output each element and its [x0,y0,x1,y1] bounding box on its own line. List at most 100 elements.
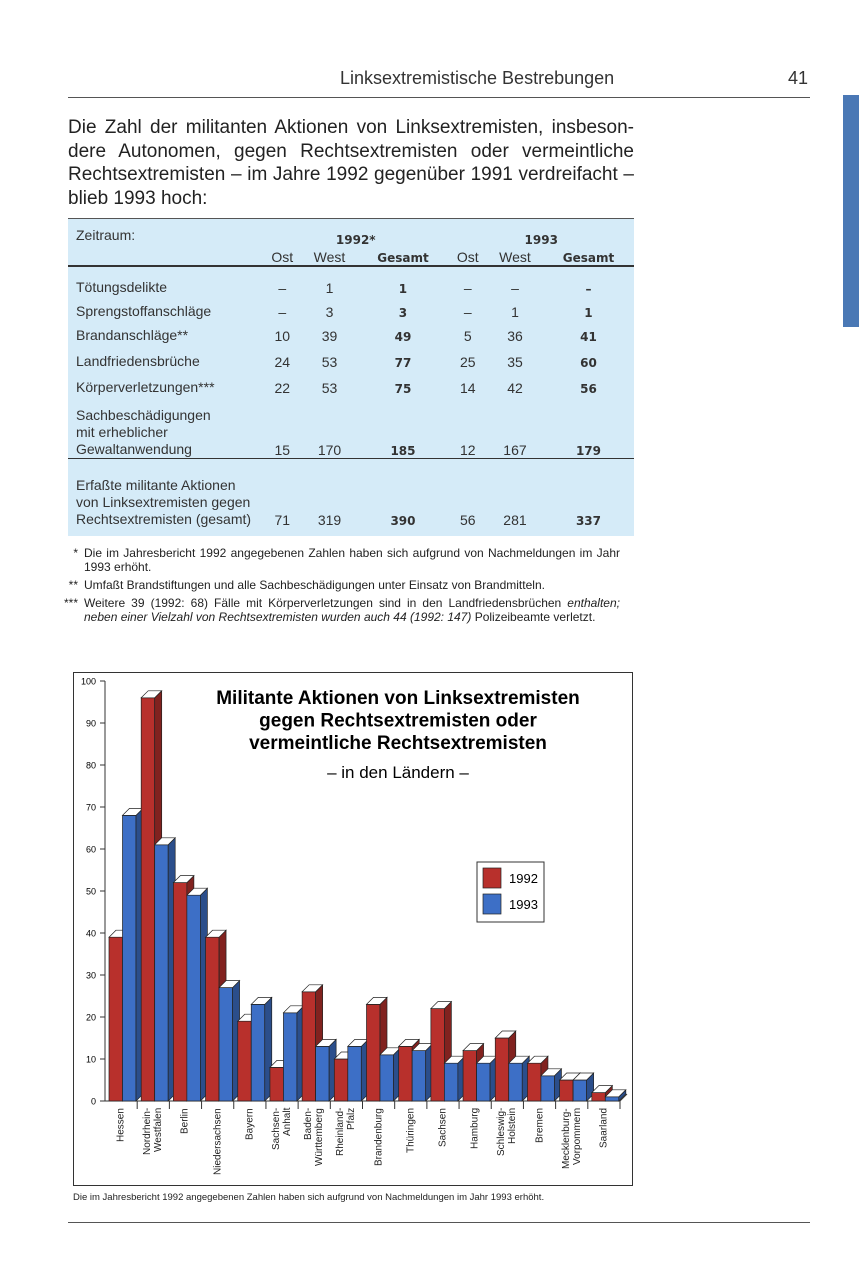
bar [476,1062,491,1102]
row-label: Landfriedensbrüche [76,353,200,369]
row-label: Sprengstoffanschläge [76,303,212,319]
bar-top [462,1043,485,1051]
footnote-text: Umfaßt Brandstiftungen und alle Sachbesc… [84,578,545,592]
bar [494,1037,510,1102]
cell: 179 [575,443,601,458]
y-tick-label: 80 [86,761,96,771]
caption: Die im Jahresbericht 1992 angegebenen Za… [73,1192,545,1203]
footnote-text: Die im Jahresbericht 1992 angegebenen Za… [84,546,620,574]
bar-top [526,1055,549,1064]
cell: 390 [390,514,416,528]
y-tick-label: 50 [86,887,96,897]
cell: 3 [398,306,408,320]
column-header: Ost [456,249,479,265]
cell: 60 [580,356,597,370]
cell: 1 [325,280,334,296]
bar [186,894,201,1102]
bar-top [590,1085,614,1093]
x-tick-label: Rheinland- Pfalz [335,1108,358,1157]
column-header: Gesamt [377,251,429,265]
cell: 337 [575,514,601,528]
bar [559,1079,574,1102]
page-number: 41 [788,68,809,88]
row-label: Tötungsdelikte [76,279,168,295]
footnote-part: Die im Jahresbericht 1992 angegebenen Za… [84,546,620,574]
footnote: ** Umfaßt Brandstiftungen und alle Sachbe… [50,578,620,592]
y-tick-label: 100 [81,677,96,687]
header-rule [68,97,810,98]
x-tick-label: Hamburg [469,1108,481,1150]
group-header: 1992* [335,233,376,247]
x-tick-label: Saarland [598,1108,610,1149]
column-header: West [313,249,346,265]
bar [205,936,220,1102]
cell: 56 [459,512,476,528]
table-row: Landfriedensbrüche 24 53 77 25 35 60 [68,344,634,370]
bar [269,1067,284,1102]
y-tick-label: 90 [86,719,96,729]
footnotes: * Die im Jahresbericht 1992 angegebenen Z… [50,546,620,628]
bar [444,1062,459,1102]
x-tick-label: Thüringen [405,1108,417,1154]
cell: 185 [390,443,416,458]
table-box: Zeitraum: 1992* 1993 Ost West Gesamt Ost West G… [68,218,634,536]
header-title: Linksextremistische Bestrebungen [340,68,615,88]
x-tick-label: Niedersachsen [212,1108,224,1175]
bar [527,1062,542,1102]
legend-swatch [482,893,502,915]
bar-top [604,1089,627,1098]
cell: 3 [325,304,334,320]
cell: 319 [317,512,342,528]
chart-title: vermeintliche Rechtsextremisten [249,733,547,754]
column-header: West [499,249,531,265]
x-tick-label: Sachsen- Anhalt [271,1108,294,1151]
y-tick-label: 60 [86,845,96,855]
row-label: Körperverletzungen*** [76,379,215,395]
table: Zeitraum: 1992* 1993 Ost West Gesamt Ost West G… [68,219,634,528]
bar-top [218,980,241,988]
cell: 10 [274,328,291,344]
row-label: Brandanschläge** [76,327,189,343]
cell: 25 [459,354,476,370]
bar-top [250,997,273,1005]
bar [333,1058,349,1102]
cell: 1 [398,282,408,296]
cell: 36 [507,328,523,344]
cell: 5 [463,328,472,344]
footnote-marker: *** [63,596,78,610]
bar [604,1096,620,1102]
bar-top [540,1068,563,1077]
row-label: Sachbeschädigungen mit erheblicher Gewal… [76,406,211,457]
y-tick-label: 0 [91,1097,96,1107]
footnote-part: Polizeibeamte verletzt. [471,610,596,624]
bar-top [172,875,195,883]
chart-title: gegen Rechtsextremisten oder [259,711,537,732]
y-tick-label: 20 [86,1013,96,1023]
table-row: Sachbeschädigungen mit erheblicher Gewal… [68,396,634,458]
bar-top [507,1055,531,1064]
cell: 49 [394,330,412,344]
chart-subtitle: – in den Ländern – [327,763,469,782]
cell: 22 [274,380,291,396]
cell: 53 [321,354,338,370]
x-tick-label: Nordrhein- Westfalen [142,1108,165,1156]
bar-top [430,1001,453,1009]
footer-rule [68,1222,810,1223]
legend-label: 1992 [509,871,538,886]
x-tick-label: Bayern [244,1108,256,1140]
cell: – [463,304,472,320]
x-tick-label: Bremen [534,1108,546,1144]
bar [237,1020,252,1102]
y-tick-label: 10 [86,1055,96,1065]
cell: – [511,280,519,296]
intro-line: blieb 1993 hoch: [68,187,208,209]
table-row: Sprengstoffanschläge – 3 3 – 1 1 [68,296,634,320]
bar [430,1008,445,1102]
x-tick-label: Berlin [179,1108,191,1134]
footnote-marker: * [73,546,78,560]
column-header: Gesamt [562,251,615,265]
chart-title: Militante Aktionen von Linksextremisten [216,688,580,709]
footnote-part: Weitere 39 (1992: 68) Fälle mit Körperve… [84,596,568,610]
footnote-part: enthalten; neben einer Vielzahl von Rech… [84,596,620,624]
